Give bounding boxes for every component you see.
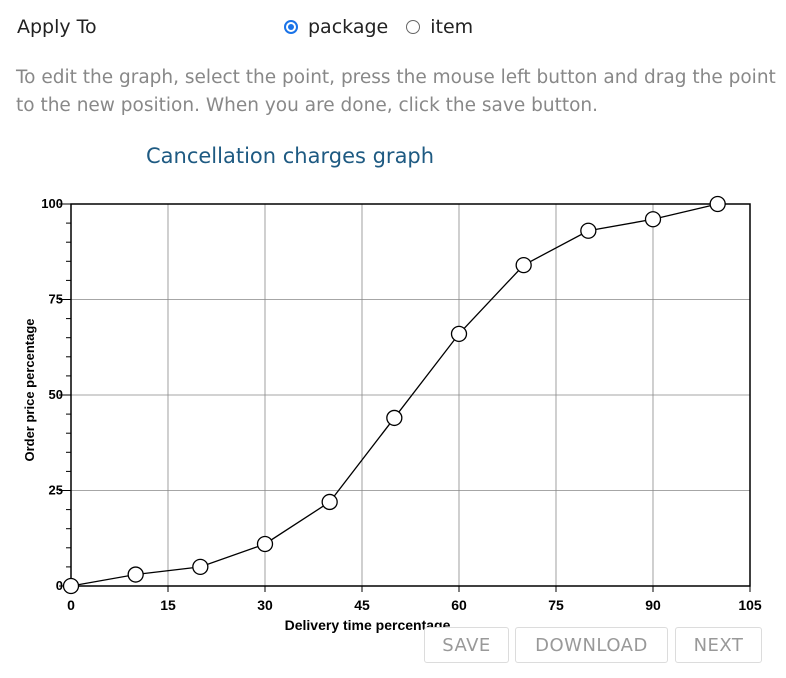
apply-to-radio-group: package item: [284, 16, 491, 38]
data-point-7[interactable]: [515, 256, 532, 274]
data-point-2[interactable]: [192, 558, 209, 576]
x-tick-label: 90: [645, 597, 661, 613]
y-tick-label: 50: [49, 387, 63, 402]
save-button[interactable]: SAVE: [424, 627, 509, 663]
radio-item[interactable]: item: [406, 16, 473, 38]
data-point-10[interactable]: [709, 195, 726, 213]
y-tick-label: 0: [56, 578, 63, 593]
radio-item-circle[interactable]: [406, 20, 421, 34]
x-tick-label: 15: [160, 597, 176, 613]
apply-to-label: Apply To: [17, 16, 97, 38]
y-tick-label: 100: [41, 196, 63, 211]
x-tick-label: 105: [738, 597, 762, 613]
x-tick-label: 60: [451, 597, 467, 613]
y-axis-label: Order price percentage: [22, 318, 37, 461]
instructions-text: To edit the graph, select the point, pre…: [16, 67, 776, 116]
radio-item-label: item: [430, 16, 474, 38]
data-point-4[interactable]: [321, 493, 338, 511]
data-point-6[interactable]: [450, 325, 468, 343]
radio-package-circle[interactable]: [284, 20, 298, 34]
download-button[interactable]: DOWNLOAD: [515, 627, 668, 663]
data-point-0[interactable]: [62, 577, 80, 595]
x-tick-label: 45: [354, 597, 370, 613]
y-tick-label: 25: [49, 483, 63, 498]
x-axis-label: Delivery time percentage: [285, 617, 451, 633]
data-point-5[interactable]: [386, 409, 403, 427]
cancellation-chart: 0 25 50 75 100 0 15 30 45 60 75 90 105 Delivery time …: [22, 195, 762, 633]
radio-package[interactable]: package: [284, 16, 388, 38]
next-button[interactable]: NEXT: [675, 627, 762, 663]
data-point-9[interactable]: [644, 211, 662, 228]
x-tick-label: 30: [257, 597, 273, 613]
x-tick-label: 0: [67, 597, 75, 613]
radio-package-label: package: [308, 16, 389, 38]
data-point-1[interactable]: [127, 566, 144, 583]
graph-title: Cancellation charges graph: [146, 144, 435, 168]
data-point-3[interactable]: [256, 535, 274, 553]
y-tick-label: 75: [49, 292, 63, 307]
data-point-8[interactable]: [580, 222, 597, 239]
x-tick-label: 75: [548, 597, 564, 613]
